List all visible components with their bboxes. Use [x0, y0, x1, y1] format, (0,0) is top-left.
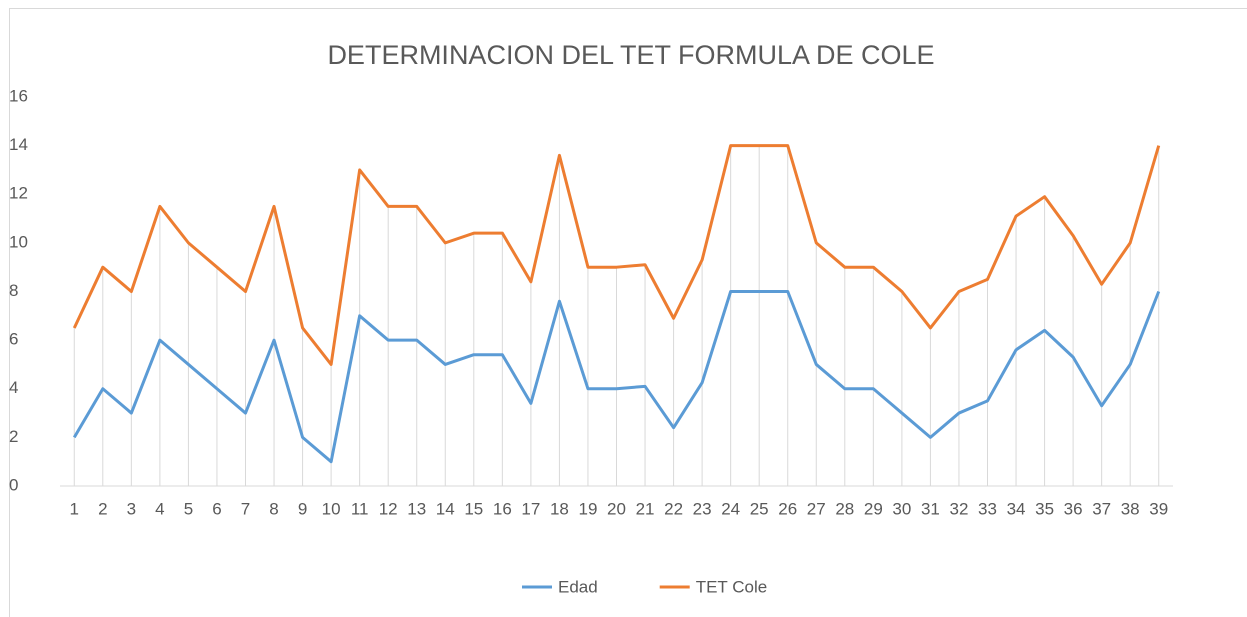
legend-label: Edad — [558, 577, 598, 596]
x-tick-label: 39 — [1149, 499, 1168, 518]
y-tick-label: 16 — [9, 86, 28, 105]
x-tick-label: 26 — [778, 499, 797, 518]
x-tick-label: 27 — [807, 499, 826, 518]
y-tick-label: 2 — [9, 427, 18, 446]
y-tick-label: 0 — [9, 475, 18, 494]
x-tick-label: 24 — [721, 499, 740, 518]
x-tick-label: 34 — [1007, 499, 1026, 518]
series-line — [72, 290, 1161, 464]
y-tick-label: 8 — [9, 281, 18, 300]
x-tick-label: 7 — [241, 499, 250, 518]
x-tick-label: 30 — [892, 499, 911, 518]
y-tick-label: 10 — [9, 232, 28, 251]
x-tick-label: 23 — [693, 499, 712, 518]
x-tick-label: 3 — [127, 499, 136, 518]
x-tick-label: 20 — [607, 499, 626, 518]
x-tick-label: 22 — [664, 499, 683, 518]
y-tick-label: 12 — [9, 184, 28, 203]
x-tick-label: 17 — [521, 499, 540, 518]
x-tick-label: 2 — [98, 499, 107, 518]
chart-frame — [9, 8, 1247, 617]
x-tick-label: 10 — [322, 499, 341, 518]
x-tick-label: 6 — [212, 499, 221, 518]
y-tick-label: 14 — [9, 135, 28, 154]
x-tick-label: 35 — [1035, 499, 1054, 518]
chart-title: DETERMINACION DEL TET FORMULA DE COLE — [327, 40, 934, 70]
x-tick-label: 38 — [1121, 499, 1140, 518]
x-tick-label: 15 — [464, 499, 483, 518]
x-tick-label: 29 — [864, 499, 883, 518]
x-tick-label: 28 — [835, 499, 854, 518]
x-tick-label: 1 — [70, 499, 79, 518]
x-tick-label: 31 — [921, 499, 940, 518]
x-tick-label: 9 — [298, 499, 307, 518]
x-tick-label: 4 — [155, 499, 164, 518]
x-tick-label: 19 — [579, 499, 598, 518]
series-line — [72, 144, 1161, 366]
x-tick-label: 13 — [407, 499, 426, 518]
x-tick-label: 18 — [550, 499, 569, 518]
x-tick-label: 5 — [184, 499, 193, 518]
legend-label: TET Cole — [696, 577, 768, 596]
x-tick-label: 12 — [379, 499, 398, 518]
x-tick-label: 25 — [750, 499, 769, 518]
x-tick-label: 16 — [493, 499, 512, 518]
x-tick-label: 32 — [950, 499, 969, 518]
y-tick-label: 6 — [9, 330, 18, 349]
x-tick-label: 37 — [1092, 499, 1111, 518]
y-tick-label: 4 — [9, 378, 18, 397]
x-tick-label: 11 — [351, 499, 369, 518]
x-tick-label: 8 — [269, 499, 278, 518]
x-tick-label: 14 — [436, 499, 455, 518]
x-tick-label: 36 — [1064, 499, 1083, 518]
x-tick-label: 21 — [636, 499, 655, 518]
x-tick-label: 33 — [978, 499, 997, 518]
